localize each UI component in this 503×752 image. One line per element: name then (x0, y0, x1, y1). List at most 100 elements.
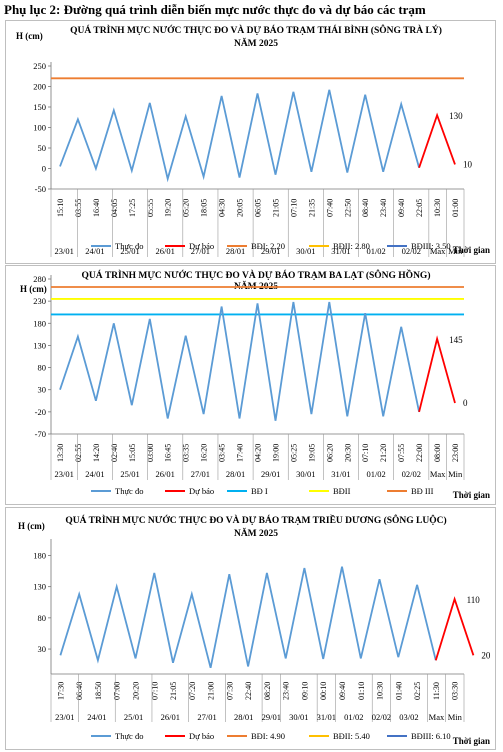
x-date-label: Max (430, 469, 446, 479)
x-tick-time-label: 22:50 (343, 199, 352, 217)
legend-label: BĐ I (251, 486, 268, 496)
x-date-label: 28/01 (234, 712, 253, 722)
x-date-label: 25/01 (120, 469, 139, 479)
x-date-label: 27/01 (191, 246, 210, 256)
x-tick-time-label: 20:30 (343, 444, 352, 462)
y-tick-label: -20 (35, 407, 46, 417)
series-line-forecast (418, 335, 456, 413)
x-date-label: 25/01 (120, 246, 139, 256)
x-tick-time-label: 09:10 (300, 682, 309, 700)
series-line-observed (59, 301, 420, 421)
legend-label: Dự báo (189, 486, 214, 496)
x-tick-time-label: 19:00 (271, 444, 280, 462)
series-line-observed (59, 89, 420, 183)
x-date-label: 29/01 (262, 712, 281, 722)
x-tick-time-label: 21:05 (271, 199, 280, 217)
y-tick-label: 80 (38, 363, 47, 373)
legend-label: BĐIII: 3.50 (411, 241, 451, 251)
forecast-min-label: 0 (463, 398, 468, 408)
chart-title: QUÁ TRÌNH MỰC NƯỚC THỰC ĐO VÀ DỰ BÁO TRẠ… (70, 23, 442, 36)
x-date-label: 28/01 (226, 246, 245, 256)
y-tick-label: 30 (38, 385, 47, 395)
forecast-max-label: 130 (449, 111, 463, 121)
legend-label: BĐII: 5.40 (333, 731, 370, 741)
x-date-label: 31/01 (331, 246, 350, 256)
x-tick-time-label: 08:40 (361, 199, 370, 217)
x-tick-time-label: 18:05 (200, 199, 209, 217)
series-line-observed (59, 566, 437, 669)
y-tick-label: 130 (33, 340, 46, 350)
x-tick-time-label: 14:20 (92, 444, 101, 462)
x-date-label: 24/01 (87, 712, 106, 722)
x-tick-time-label: 03:55 (74, 199, 83, 217)
legend-label: BĐ III (411, 486, 434, 496)
chart-panel-thai-binh: QUÁ TRÌNH MỰC NƯỚC THỰC ĐO VÀ DỰ BÁO TRẠ… (5, 20, 496, 264)
forecast-min-label: 10 (463, 159, 473, 169)
chart-subtitle: NĂM 2025 (234, 37, 278, 49)
x-date-label: 26/01 (161, 712, 180, 722)
y-tick-label: 150 (33, 102, 46, 112)
legend-label: Dự báo (189, 241, 214, 251)
x-date-label: 30/01 (296, 469, 315, 479)
x-date-label: Max (430, 246, 446, 256)
y-tick-label: -70 (35, 429, 46, 439)
y-tick-label: 30 (38, 644, 47, 654)
x-date-label: 29/01 (261, 469, 280, 479)
forecast-min-label: 20 (481, 650, 491, 660)
y-tick-label: 200 (33, 82, 46, 92)
x-tick-time-label: 07:30 (225, 682, 234, 700)
x-date-label: Min (448, 469, 463, 479)
x-axis-label: Thời gian (453, 245, 490, 255)
x-date-label: 31/01 (331, 469, 350, 479)
y-tick-label: 250 (33, 61, 46, 71)
chart-panel-ba-lat: QUÁ TRÌNH MỰC NƯỚC THỰC ĐO VÀ DỰ BÁO TRẠ… (5, 265, 496, 505)
x-date-label: Max (429, 712, 445, 722)
chart-title: QUÁ TRÌNH MỰC NƯỚC THỰC ĐO VÀ DỰ BÁO TRẠ… (65, 513, 446, 526)
y-tick-label: 50 (38, 143, 47, 153)
x-tick-time-label: 15:10 (56, 199, 65, 217)
x-date-label: 02/02 (402, 469, 421, 479)
x-date-label: 01/02 (366, 469, 385, 479)
y-tick-label: 80 (38, 613, 47, 623)
x-date-label: 02/02 (372, 712, 391, 722)
x-tick-time-label: 17:25 (128, 199, 137, 217)
x-date-label: 29/01 (261, 246, 280, 256)
legend-label: Dự báo (189, 731, 214, 741)
x-tick-time-label: 09:40 (397, 199, 406, 217)
x-tick-time-label: 23:40 (282, 682, 291, 700)
x-date-label: 23/01 (54, 246, 73, 256)
x-tick-time-label: 22:05 (415, 199, 424, 217)
y-tick-label: 230 (33, 296, 46, 306)
x-date-label: 23/01 (55, 712, 74, 722)
x-tick-time-label: 01:00 (451, 199, 460, 217)
x-tick-time-label: 17:40 (236, 444, 245, 462)
x-tick-time-label: 19:20 (164, 199, 173, 217)
x-tick-time-label: 17:30 (56, 682, 65, 700)
x-tick-time-label: 05:55 (146, 199, 155, 217)
x-tick-time-label: 00:10 (319, 682, 328, 700)
chart-ba-lat: QUÁ TRÌNH MỰC NƯỚC THỰC ĐO VÀ DỰ BÁO TRẠ… (20, 268, 490, 500)
x-date-label: 25/01 (124, 712, 143, 722)
x-tick-time-label: 10:30 (376, 682, 385, 700)
x-tick-time-label: 21:20 (379, 444, 388, 462)
x-axis-label: Thời gian (453, 490, 490, 500)
x-tick-time-label: 19:05 (307, 444, 316, 462)
legend-label: Thực đo (115, 486, 143, 496)
x-tick-time-label: 11:30 (432, 682, 441, 700)
x-tick-time-label: 15:05 (128, 444, 137, 462)
x-tick-time-label: 08:00 (433, 444, 442, 462)
x-tick-time-label: 07:10 (361, 444, 370, 462)
y-tick-label: 180 (33, 318, 46, 328)
y-axis-label: H (cm) (16, 31, 43, 41)
x-tick-time-label: 02:25 (413, 682, 422, 700)
x-date-label: Min (448, 246, 463, 256)
x-tick-time-label: 01:40 (394, 682, 403, 700)
y-tick-label: 100 (33, 123, 46, 133)
forecast-max-label: 145 (449, 335, 463, 345)
y-tick-label: 280 (33, 274, 46, 284)
x-date-label: 26/01 (156, 246, 175, 256)
series-line-forecast (418, 112, 456, 168)
legend-label: BĐII: 2.80 (333, 241, 370, 251)
x-tick-time-label: 08:20 (263, 682, 272, 700)
x-tick-time-label: 16:20 (200, 444, 209, 462)
